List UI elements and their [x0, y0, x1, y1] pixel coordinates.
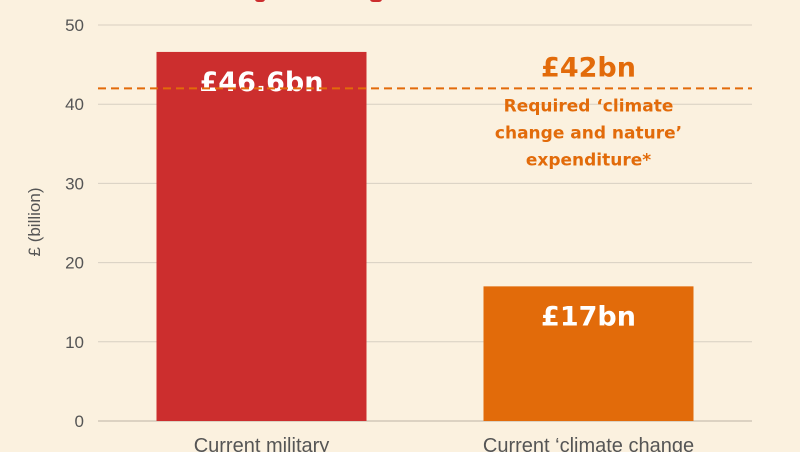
y-tick-label: 0 — [75, 412, 84, 431]
bar — [483, 286, 694, 421]
y-tick-labels: 0 10 20 30 40 50 — [65, 16, 84, 431]
category-label: Current military — [194, 435, 330, 452]
y-tick-label: 10 — [65, 333, 84, 352]
reference-line-label: £42bn — [541, 52, 636, 83]
category-labels: Current military Current ‘climate change — [194, 435, 694, 452]
reference-line-group: £42bn Required ‘climate change and nature’… — [98, 52, 752, 170]
bar — [156, 51, 367, 421]
bars: £46.6bn £17bn — [156, 51, 694, 421]
reference-line-description: expenditure* — [526, 150, 651, 170]
category-label: Current ‘climate change — [483, 435, 694, 452]
y-tick-label: 40 — [65, 95, 84, 114]
reference-line-description: change and nature’ — [495, 123, 682, 143]
y-tick-label: 50 — [65, 16, 84, 35]
y-tick-label: 30 — [65, 174, 84, 193]
title-fragment — [255, 0, 382, 2]
reference-line-description: Required ‘climate — [504, 96, 674, 116]
y-axis-title: £ (billion) — [25, 188, 44, 257]
bar-data-label: £46.6bn — [200, 67, 324, 98]
y-tick-label: 20 — [65, 254, 84, 273]
bar-data-label: £17bn — [541, 301, 636, 332]
